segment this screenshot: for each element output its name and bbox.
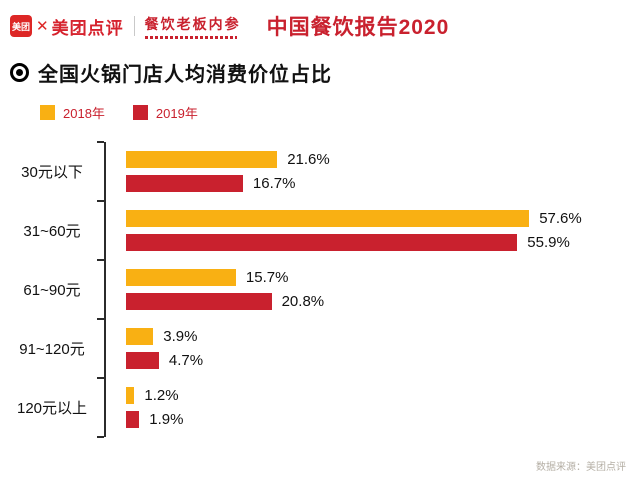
bullseye-icon xyxy=(10,63,29,82)
bar-line: 1.9% xyxy=(126,411,640,428)
axis-tick xyxy=(97,318,104,320)
value-label: 55.9% xyxy=(527,234,570,251)
chart-row: 61~90元 15.7% 20.8% xyxy=(0,259,640,319)
bar-group: 15.7% 20.8% xyxy=(97,259,640,319)
category-label: 91~120元 xyxy=(19,341,85,358)
bar-group: 21.6% 16.7% xyxy=(97,141,640,201)
report-title: 中国餐饮报告2020 xyxy=(266,16,450,39)
value-label: 21.6% xyxy=(287,151,330,168)
value-label: 20.8% xyxy=(281,293,325,310)
partner-logo: 餐饮老板内参 xyxy=(144,14,241,39)
axis-tick xyxy=(97,141,104,143)
bar-2019 xyxy=(126,352,159,369)
category-label: 30元以下 xyxy=(21,164,83,181)
partner-tagline xyxy=(144,35,237,39)
bar-line: 15.7% xyxy=(126,269,640,286)
section-title: 全国火锅门店人均消费价位占比 xyxy=(10,58,640,87)
chart-row: 31~60元 57.6% 55.9% xyxy=(0,200,640,260)
value-label: 16.7% xyxy=(252,175,296,192)
bar-line: 1.2% xyxy=(126,387,640,404)
bar-2018 xyxy=(126,210,530,227)
bar-2018 xyxy=(126,269,236,286)
header-divider xyxy=(133,16,135,36)
category-label: 120元以上 xyxy=(16,400,88,417)
bar-2019 xyxy=(126,293,272,310)
bar-line: 20.8% xyxy=(126,293,640,310)
value-label: 1.2% xyxy=(144,387,179,404)
legend-swatch xyxy=(40,105,55,120)
bar-2018 xyxy=(126,328,154,345)
value-label: 15.7% xyxy=(245,269,289,286)
bar-line: 4.7% xyxy=(126,352,640,369)
category-label: 61~90元 xyxy=(23,282,81,299)
legend-swatch xyxy=(132,105,148,120)
header: 美团 ✕ 美团点评 餐饮老板内参 中国餐饮报告2020 xyxy=(0,0,640,42)
axis-tick xyxy=(97,259,104,261)
brand-name: 美团点评 xyxy=(51,18,124,38)
bar-line: 55.9% xyxy=(126,234,640,251)
meituan-logo-icon: 美团 xyxy=(10,15,32,37)
bar-group: 1.2% 1.9% xyxy=(97,377,640,438)
bar-2019 xyxy=(126,175,243,192)
legend-label: 2018年 xyxy=(63,106,105,121)
value-label: 4.7% xyxy=(168,352,204,369)
category-label: 31~60元 xyxy=(23,223,81,240)
axis-tick xyxy=(97,377,104,379)
bar-2019 xyxy=(126,234,518,251)
chart-row: 30元以下 21.6% 16.7% xyxy=(0,141,640,201)
value-label: 57.6% xyxy=(539,210,582,227)
chart-row: 120元以上 1.2% 1.9% xyxy=(0,377,640,438)
chart-row: 91~120元 3.9% 4.7% xyxy=(0,318,640,378)
bar-2018 xyxy=(126,151,278,168)
chart-title: 全国火锅门店人均消费价位占比 xyxy=(38,64,332,86)
bar-2019 xyxy=(126,411,140,428)
bar-group: 57.6% 55.9% xyxy=(97,200,640,260)
axis-tick xyxy=(97,436,104,438)
bar-2018 xyxy=(126,387,135,404)
bar-line: 16.7% xyxy=(126,175,640,192)
bar-group: 3.9% 4.7% xyxy=(97,318,640,378)
bar-chart: 30元以下 21.6% 16.7% 31~60元 57.6% 55.9% 61~90元 15.… xyxy=(0,141,640,438)
axis-tick xyxy=(97,200,104,202)
legend-label: 2019年 xyxy=(155,106,198,121)
dianping-logo-icon: ✕ xyxy=(36,18,49,35)
legend: 2018年 2019年 xyxy=(40,103,640,122)
legend-item: 2018年 xyxy=(40,103,105,122)
bar-line: 21.6% xyxy=(126,151,640,168)
legend-item: 2019年 xyxy=(132,103,198,122)
partner-name: 餐饮老板内参 xyxy=(144,15,241,32)
value-label: 1.9% xyxy=(149,411,184,428)
value-label: 3.9% xyxy=(163,328,198,345)
data-source: 数据来源：美团点评 xyxy=(536,462,626,473)
bar-line: 3.9% xyxy=(126,328,640,345)
bar-line: 57.6% xyxy=(126,210,640,227)
